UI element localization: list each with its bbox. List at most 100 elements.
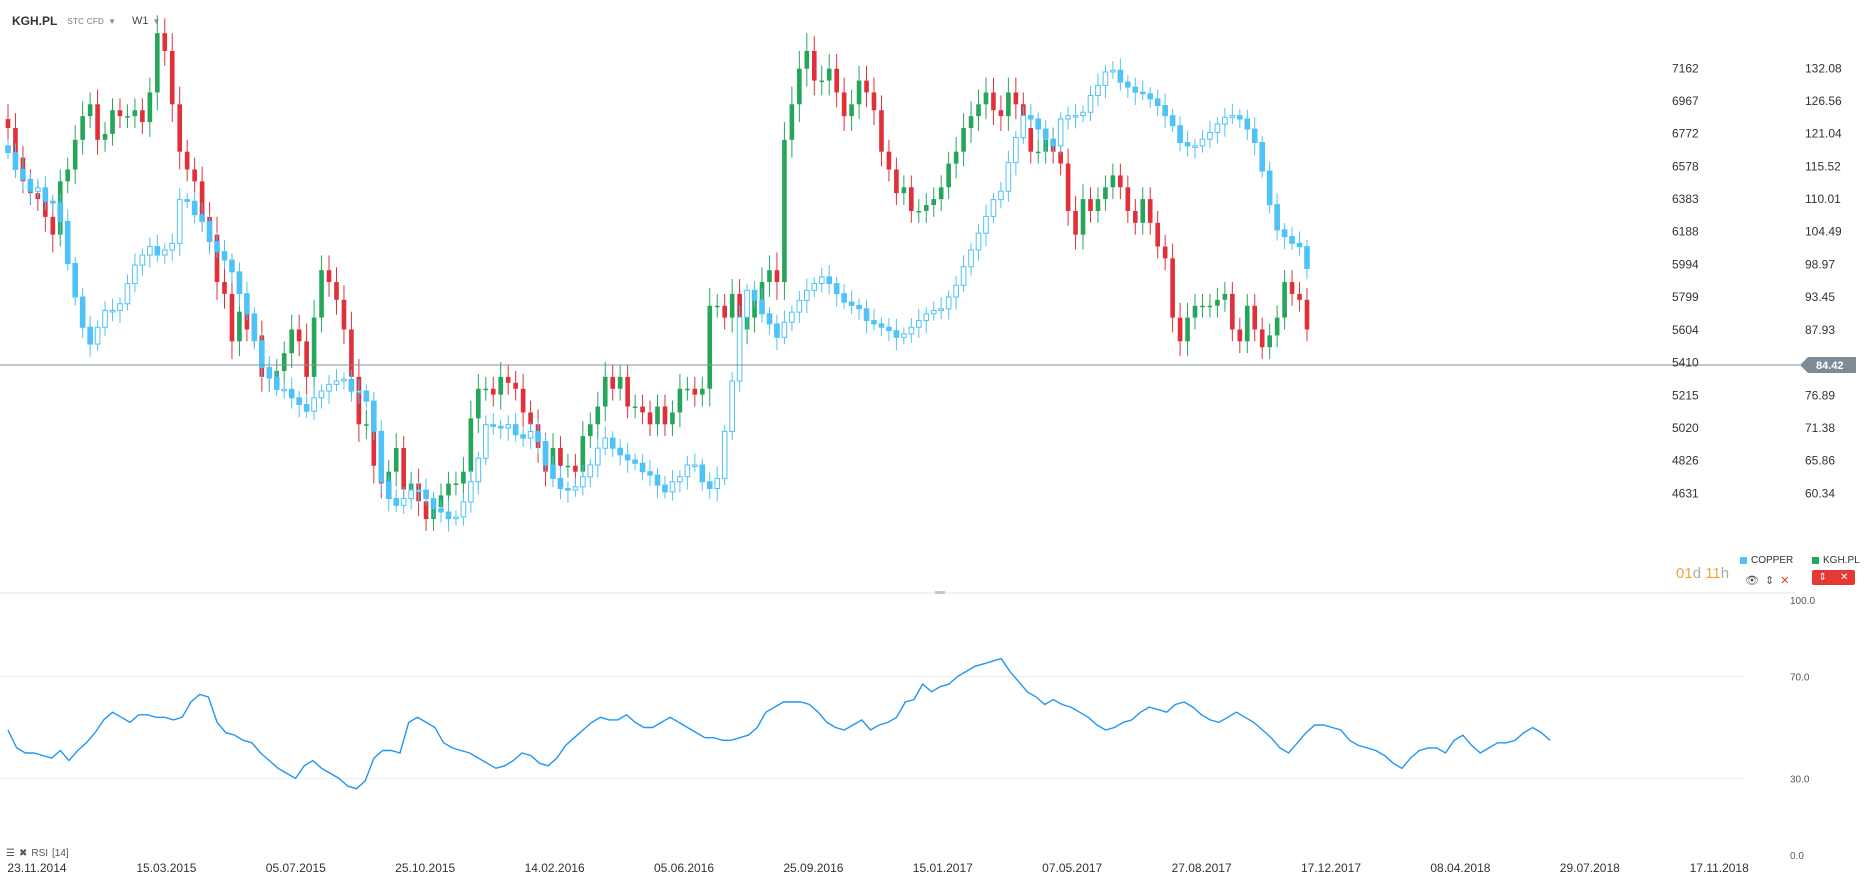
copper-candle <box>938 308 945 311</box>
kgh-candle <box>670 412 675 425</box>
legend-swatch-kgh <box>1812 557 1819 564</box>
kgh-candle <box>699 388 705 395</box>
copper-candle <box>878 323 885 328</box>
copper-candle <box>490 424 497 427</box>
kgh-candle <box>1282 282 1287 318</box>
time-tick: 05.07.2015 <box>266 861 326 875</box>
copper-candle <box>975 232 982 251</box>
copper-candle <box>915 320 922 328</box>
copper-candle <box>759 299 765 315</box>
current-price-label: 84.42 <box>1816 360 1844 372</box>
kgh-candle <box>968 116 974 128</box>
kgh-candle <box>110 110 115 134</box>
eye-icon[interactable]: 👁 <box>1745 575 1759 587</box>
copper-candle <box>385 481 392 500</box>
kgh-candle <box>1274 317 1280 336</box>
drag-handle-icon[interactable]: ☰ <box>6 848 15 859</box>
copper-candle <box>281 388 288 392</box>
timeframe-selector[interactable]: W1 <box>132 15 149 27</box>
kgh-candle <box>199 181 205 217</box>
close-icon[interactable]: ✕ <box>1840 572 1849 583</box>
copper-candle <box>1125 81 1131 88</box>
kgh-candle <box>602 376 608 407</box>
price-tick-copper: 5410 <box>1672 356 1699 370</box>
kgh-candle <box>65 169 71 182</box>
legend-kgh[interactable]: KGH.PL <box>1812 555 1860 566</box>
kgh-candle <box>961 127 966 152</box>
copper-candle <box>169 242 176 251</box>
price-tick-copper: 5799 <box>1672 290 1699 304</box>
copper-candle <box>1214 123 1221 133</box>
kgh-candle <box>640 406 645 413</box>
chevron-down-icon[interactable]: ▼ <box>152 16 161 26</box>
kgh-candle <box>244 311 250 330</box>
kgh-candle <box>1230 293 1235 330</box>
copper-candle <box>565 487 571 491</box>
kgh-candle <box>147 92 153 123</box>
rsi-tick: 70.0 <box>1790 673 1810 684</box>
copper-candle <box>259 340 265 369</box>
price-tick-kgh: 126.56 <box>1805 94 1842 108</box>
copper-candle <box>1080 111 1086 117</box>
kgh-candle <box>923 205 929 211</box>
legend-kgh-controls[interactable]: ⇕ ✕ <box>1812 570 1855 585</box>
kgh-candle <box>1118 175 1123 188</box>
rsi-indicator-label[interactable]: ☰ ✖ RSI [14] <box>6 848 69 859</box>
copper-candle <box>692 464 698 467</box>
price-tick-copper: 6188 <box>1672 225 1699 239</box>
copper-candle <box>871 320 877 325</box>
copper-candle <box>1207 131 1213 140</box>
candlestick-series-copper <box>5 58 1310 532</box>
kgh-candle <box>1170 258 1175 318</box>
kgh-candle <box>752 299 757 318</box>
pane-resize-handle[interactable] <box>935 591 945 594</box>
kgh-candle <box>998 110 1004 117</box>
copper-candle <box>647 471 653 476</box>
kgh-candle <box>102 133 108 140</box>
symbol-label[interactable]: KGH.PL <box>12 14 58 28</box>
candle-type-icon[interactable]: ⇕ <box>1818 572 1827 583</box>
copper-candle <box>79 296 86 328</box>
kgh-candle <box>505 376 511 383</box>
copper-candle <box>176 199 183 244</box>
copper-candle <box>572 486 579 491</box>
copper-candle <box>1289 236 1295 244</box>
copper-candle <box>766 313 773 325</box>
kgh-candle <box>871 92 877 111</box>
close-icon[interactable]: ✕ <box>1780 575 1790 587</box>
time-tick: 07.05.2017 <box>1042 861 1102 875</box>
kgh-candle <box>1162 246 1168 259</box>
copper-candle <box>1057 118 1064 147</box>
kgh-candle <box>349 329 354 377</box>
legend-copper[interactable]: COPPER <box>1740 555 1793 566</box>
price-tick-copper: 6967 <box>1672 94 1699 108</box>
kgh-candle <box>13 127 18 158</box>
kgh-candle <box>1215 299 1220 306</box>
up-down-arrows-icon[interactable]: ⇕ <box>1764 575 1775 587</box>
kgh-candle <box>1013 92 1019 105</box>
countdown-days: 01 <box>1676 565 1693 582</box>
kgh-candle <box>580 436 586 472</box>
kgh-candle <box>1207 305 1213 308</box>
copper-candle <box>527 430 534 439</box>
copper-candle <box>1072 115 1079 118</box>
kgh-candle <box>1073 210 1078 235</box>
kgh-candle <box>991 92 996 111</box>
copper-candle <box>408 489 414 500</box>
copper-candle <box>1184 142 1191 147</box>
time-tick: 15.01.2017 <box>913 861 973 875</box>
copper-candle <box>1005 162 1012 192</box>
kgh-candle <box>184 151 190 170</box>
settings-icon[interactable]: ✖ <box>18 848 28 859</box>
kgh-candle <box>326 270 332 283</box>
instrument-header: KGH.PL STC CFD ▼ W1 ▼ <box>12 12 160 30</box>
kgh-candle <box>401 447 406 490</box>
price-axis-copper: 7162 6967 6772 6578 6383 6188 5994 5799 5604 5410… <box>1672 61 1699 500</box>
time-tick: 08.04.2018 <box>1430 861 1490 875</box>
price-tick-kgh: 104.49 <box>1805 225 1842 239</box>
copper-candle <box>796 299 803 313</box>
kgh-candle <box>714 305 720 308</box>
chevron-down-icon[interactable]: ▼ <box>108 16 117 26</box>
kgh-candle <box>304 341 309 377</box>
